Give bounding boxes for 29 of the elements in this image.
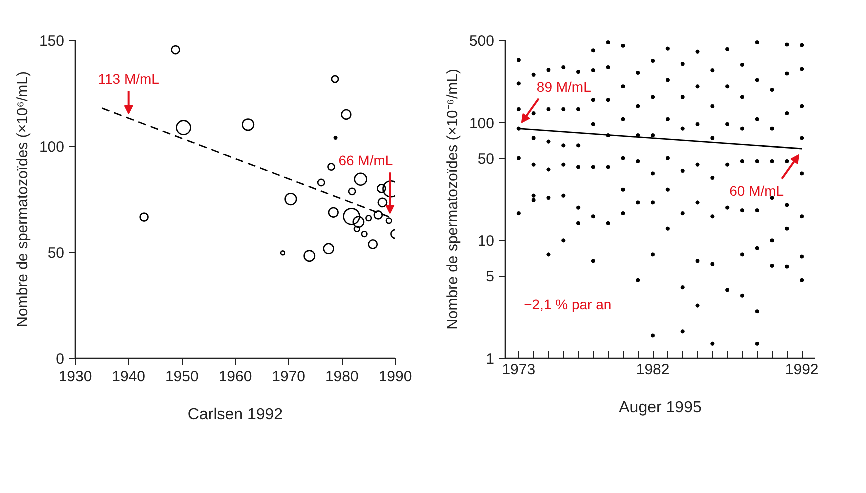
x-tick-label: 1950: [165, 368, 199, 386]
y-tick-label: 5: [486, 268, 494, 286]
y-tick-label: 100: [39, 139, 65, 156]
y-tick-label: 10: [478, 233, 495, 250]
y-tick-label: 500: [469, 33, 495, 50]
y-tick-label: 1: [486, 351, 494, 368]
x-tick-label: 1970: [272, 368, 306, 386]
y-axis-title: Nombre de spermatozoïdes (×10⁶/mL): [14, 72, 32, 328]
x-tick-label: 1973: [502, 362, 536, 378]
annotation: 66 M/mL: [338, 152, 394, 169]
annotation: 89 M/mL: [536, 78, 592, 95]
annotation: 60 M/mL: [730, 182, 784, 199]
y-tick-label: 50: [478, 150, 495, 168]
x-axis-title: Auger 1995: [619, 400, 702, 416]
x-tick-label: 1930: [58, 368, 92, 386]
y-tick-label: 150: [39, 33, 65, 50]
x-tick-label: 1982: [636, 362, 670, 378]
x-tick-label: 1960: [218, 368, 252, 386]
y-tick-label: 0: [56, 351, 64, 368]
annotation: −2,1 % par an: [524, 296, 612, 312]
x-tick-label: 1990: [378, 368, 412, 386]
y-axis-title: Nombre de spermatozoïdes (×10⁻⁶/mL): [444, 69, 462, 330]
x-tick-label: 1992: [785, 362, 819, 378]
x-tick-label: 1980: [325, 368, 359, 386]
y-tick-label: 100: [469, 115, 495, 132]
x-axis-title: Carlsen 1992: [188, 406, 284, 424]
annotation: 113 M/mL: [98, 70, 160, 87]
x-tick-label: 1940: [112, 368, 146, 386]
y-tick-label: 50: [48, 245, 65, 262]
